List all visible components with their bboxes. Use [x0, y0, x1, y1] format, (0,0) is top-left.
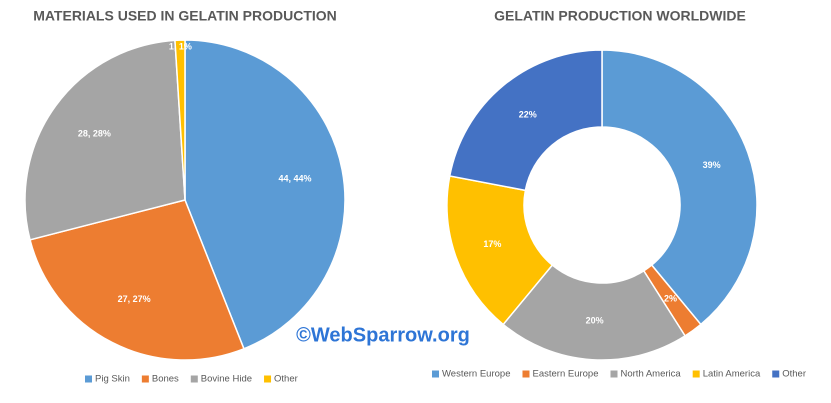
legend-label: Western Europe	[442, 369, 510, 380]
chart-title: MATERIALS USED IN GELATIN PRODUCTION	[33, 8, 337, 24]
legend-label: Pig Skin	[95, 374, 130, 385]
legend-label: Latin America	[703, 369, 761, 380]
slice	[184, 39, 346, 350]
legend-swatch	[141, 375, 149, 383]
legend-swatch	[190, 375, 198, 383]
value-label: 1, 1%	[169, 42, 192, 52]
legend-swatch	[85, 375, 92, 383]
value-label: 2%	[664, 294, 677, 304]
value-label: 39%	[703, 160, 721, 170]
slice	[448, 49, 603, 192]
slice	[29, 199, 245, 361]
chart-title: GELATIN PRODUCTION WORLDWIDE	[494, 8, 746, 24]
legend-label: Bones	[152, 374, 179, 385]
legend-swatch	[264, 375, 272, 383]
value-label: 28, 28%	[78, 129, 111, 139]
legend-swatch	[522, 370, 530, 378]
legend-label: Eastern Europe	[532, 369, 598, 380]
legend-label: North America	[621, 369, 682, 380]
watermark: ©WebSparrow.org	[296, 324, 470, 346]
legend-swatch	[692, 370, 700, 378]
legend-swatch	[772, 370, 780, 378]
legend-swatch	[432, 370, 439, 378]
value-label: 22%	[519, 110, 537, 120]
legend-label: Bovine Hide	[201, 374, 252, 385]
value-label: 20%	[586, 316, 604, 326]
value-label: 27, 27%	[118, 294, 151, 304]
slice	[601, 49, 758, 326]
legend-swatch	[610, 370, 618, 378]
slice	[502, 264, 687, 361]
value-label: 17%	[483, 239, 501, 249]
value-label: 44, 44%	[279, 173, 312, 183]
slice	[174, 39, 186, 201]
slice	[24, 39, 186, 241]
legend-label: Other	[782, 369, 806, 380]
legend-label: Other	[274, 374, 298, 385]
